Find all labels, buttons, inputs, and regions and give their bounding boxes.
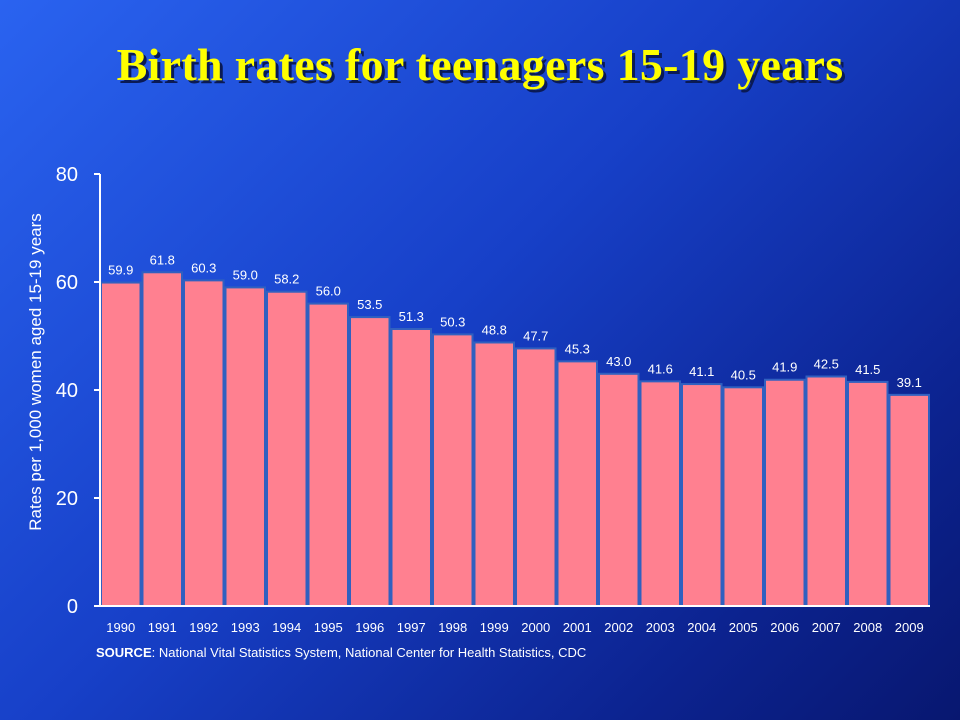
x-tick-label-1991: 1991 — [148, 620, 177, 635]
data-label-2008: 41.5 — [855, 362, 880, 377]
data-label-1995: 56.0 — [316, 284, 341, 299]
bar-2000 — [515, 347, 557, 607]
y-axis-title: Rates per 1,000 women aged 15-19 years — [26, 213, 45, 531]
x-tick-label-2008: 2008 — [853, 620, 882, 635]
x-tick-label-2007: 2007 — [812, 620, 841, 635]
data-label-2004: 41.1 — [689, 364, 714, 379]
data-label-2009: 39.1 — [897, 375, 922, 390]
bar-2005 — [722, 386, 764, 607]
bar-1995 — [307, 302, 349, 607]
data-label-2003: 41.6 — [648, 361, 673, 376]
x-tick-label-2004: 2004 — [687, 620, 716, 635]
x-tick-label-2005: 2005 — [729, 620, 758, 635]
x-tick-label-2000: 2000 — [521, 620, 550, 635]
bar-1997 — [390, 327, 432, 607]
data-label-1998: 50.3 — [440, 314, 465, 329]
x-tick-label-1995: 1995 — [314, 620, 343, 635]
data-label-1999: 48.8 — [482, 322, 507, 337]
data-label-1997: 51.3 — [399, 309, 424, 324]
data-label-2007: 42.5 — [814, 357, 839, 372]
x-tick-label-1997: 1997 — [397, 620, 426, 635]
x-tick-label-1990: 1990 — [106, 620, 135, 635]
data-label-2006: 41.9 — [772, 360, 797, 375]
y-tick-label-80: 80 — [56, 164, 78, 186]
x-tick-label-2002: 2002 — [604, 620, 633, 635]
source-note: SOURCE: National Vital Statistics System… — [96, 645, 586, 660]
data-label-2002: 43.0 — [606, 354, 631, 369]
x-tick-label-2003: 2003 — [646, 620, 675, 635]
bar-2007 — [805, 375, 847, 607]
data-label-1994: 58.2 — [274, 272, 299, 287]
y-tick-label-0: 0 — [67, 596, 78, 618]
axes-group — [94, 173, 930, 607]
bar-2004 — [681, 383, 723, 607]
x-tick-label-1999: 1999 — [480, 620, 509, 635]
bar-2001 — [556, 360, 598, 607]
x-tick-label-1994: 1994 — [272, 620, 301, 635]
bar-1993 — [224, 286, 266, 607]
bar-1990 — [100, 281, 142, 607]
bars-group — [100, 271, 930, 607]
x-tick-label-1996: 1996 — [355, 620, 384, 635]
x-tick-label-1993: 1993 — [231, 620, 260, 635]
data-label-1990: 59.9 — [108, 263, 133, 278]
bar-2002 — [598, 372, 640, 607]
data-label-2001: 45.3 — [565, 341, 590, 356]
bar-2009 — [888, 393, 930, 607]
bar-2008 — [847, 380, 889, 607]
data-label-1996: 53.5 — [357, 297, 382, 312]
bar-1992 — [183, 279, 225, 607]
data-label-2005: 40.5 — [731, 367, 756, 382]
source-label: SOURCE — [96, 645, 152, 660]
bar-1996 — [349, 316, 391, 607]
bar-1994 — [266, 290, 308, 607]
bar-1991 — [141, 271, 183, 607]
chart-title: Birth rates for teenagers 15-19 years — [116, 39, 844, 90]
data-label-1993: 59.0 — [233, 267, 258, 282]
x-tick-label-2009: 2009 — [895, 620, 924, 635]
bar-2006 — [764, 378, 806, 607]
bar-2003 — [639, 380, 681, 607]
labels-group: 59.9 1990 61.8 1991 60.3 1992 59.0 1993 58.2 1994… — [56, 164, 924, 635]
data-label-2000: 47.7 — [523, 328, 548, 343]
y-tick-label-60: 60 — [56, 272, 78, 294]
bar-1998 — [432, 333, 474, 607]
x-tick-label-2006: 2006 — [770, 620, 799, 635]
data-label-1991: 61.8 — [150, 252, 175, 267]
x-tick-label-2001: 2001 — [563, 620, 592, 635]
x-tick-label-1992: 1992 — [189, 620, 218, 635]
source-text: : National Vital Statistics System, Nati… — [151, 645, 587, 660]
y-tick-label-20: 20 — [56, 488, 78, 510]
y-tick-label-40: 40 — [56, 380, 78, 402]
bar-1999 — [473, 341, 515, 607]
data-label-1992: 60.3 — [191, 260, 216, 275]
x-tick-label-1998: 1998 — [438, 620, 467, 635]
